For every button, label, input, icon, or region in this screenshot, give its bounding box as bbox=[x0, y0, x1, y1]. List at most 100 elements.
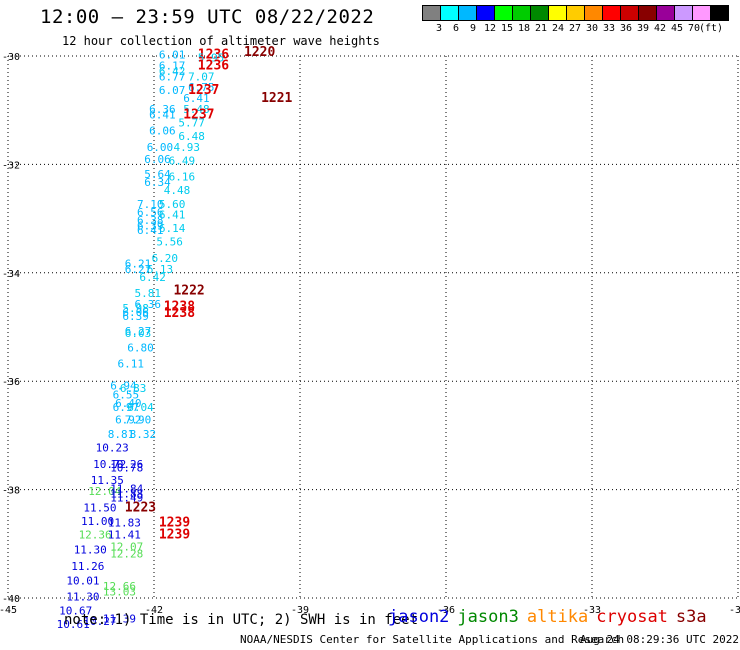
wave-height-label: 6.01 bbox=[159, 49, 186, 62]
color-scale-label: 3 bbox=[435, 23, 443, 34]
wave-height-label: 6.41 bbox=[159, 209, 186, 222]
wave-height-label: 5.77 bbox=[178, 116, 205, 129]
wave-height-label: 11.83 bbox=[108, 516, 141, 529]
wave-height-label: 5.95 bbox=[198, 51, 225, 64]
wave-height-label: 11.30 bbox=[66, 591, 99, 604]
wave-height-label: 6.34 bbox=[144, 176, 171, 189]
wave-height-label: 11.41 bbox=[108, 528, 141, 541]
wave-height-label: 6.06 bbox=[122, 306, 149, 319]
satellite-legend-item: jason3 bbox=[457, 607, 519, 627]
satellite-legend-item: s3a bbox=[675, 607, 707, 627]
wave-height-label: 6.39 bbox=[122, 310, 149, 323]
wave-height-label: 6.38 bbox=[137, 214, 164, 227]
time-label: 1237 bbox=[183, 107, 214, 122]
wave-height-label: 12.28 bbox=[110, 547, 143, 560]
time-label: 1223 bbox=[125, 500, 156, 515]
wave-height-label: 11.49 bbox=[110, 492, 143, 505]
x-tick-label: -45 bbox=[0, 605, 17, 616]
wave-height-label: 5.81 bbox=[135, 287, 162, 300]
wave-height-label: 10.27 bbox=[83, 615, 116, 628]
wave-height-label: 6.41 bbox=[183, 92, 210, 105]
wave-height-label: 6.27 bbox=[125, 263, 152, 276]
time-label: 1221 bbox=[261, 91, 292, 106]
wave-height-label: 6.55 bbox=[113, 389, 140, 402]
wave-height-label: 11.26 bbox=[71, 560, 104, 573]
wave-height-label: 6.13 bbox=[147, 263, 174, 276]
wave-height-label: 6.49 bbox=[169, 154, 196, 167]
color-scale-swatches bbox=[422, 5, 729, 21]
time-label: 1222 bbox=[173, 283, 204, 298]
wave-height-label: 6.11 bbox=[118, 358, 145, 371]
wave-height-label: 6.27 bbox=[125, 325, 152, 338]
color-scale-label: 21 bbox=[534, 23, 548, 34]
color-scale-label: 12 bbox=[483, 23, 497, 34]
wave-height-label: 6.20 bbox=[152, 252, 179, 265]
color-scale-label: 45 bbox=[670, 23, 684, 34]
color-scale-ticks: 3 6 9 12 15 18 21 24 27 30 33 36 39 42 45 70 (ft) bbox=[422, 21, 728, 35]
satellite-legend-item: cryosat bbox=[596, 607, 668, 627]
wave-height-label: 11.35 bbox=[91, 474, 124, 487]
color-scale-label: 15 bbox=[500, 23, 514, 34]
wave-height-label: 6.36 bbox=[135, 298, 162, 311]
wave-height-label: 6.03 bbox=[125, 327, 152, 340]
wave-height-label: 11.88 bbox=[110, 488, 143, 501]
y-tick-label: -34 bbox=[2, 269, 20, 280]
wave-height-label: 6.16 bbox=[169, 171, 196, 184]
wave-height-label: 12.36 bbox=[79, 528, 112, 541]
wave-height-label: 6.17 bbox=[159, 60, 186, 73]
wave-height-label: 6.07 bbox=[159, 84, 186, 97]
wave-height-label: 6.21 bbox=[125, 257, 152, 270]
wave-height-label: 11.84 bbox=[110, 482, 143, 495]
wave-height-label: 11.30 bbox=[74, 544, 107, 557]
color-scale-label: 24 bbox=[551, 23, 565, 34]
y-tick-label: -40 bbox=[2, 594, 20, 605]
wave-height-label: 10.26 bbox=[110, 458, 143, 471]
credit-line: NOAA/NESDIS Center for Satellite Applica… bbox=[240, 633, 625, 646]
time-label: 1238 bbox=[164, 306, 195, 321]
time-label: 1237 bbox=[188, 83, 219, 98]
x-tick-label: -33 bbox=[583, 605, 601, 616]
time-label: 1238 bbox=[164, 300, 195, 315]
wave-height-label: 5.98 bbox=[122, 302, 149, 315]
wave-height-label: 6.77 bbox=[159, 70, 186, 83]
y-tick-label: -32 bbox=[2, 160, 20, 171]
y-tick-label: -30 bbox=[2, 52, 20, 63]
wave-height-label: 6.94 bbox=[110, 379, 137, 392]
wave-height-label: 5.60 bbox=[159, 198, 186, 211]
wave-height-label: 6.39 bbox=[137, 219, 164, 232]
wave-height-label: 6.00 bbox=[147, 141, 174, 154]
chart-title: 12:00 – 23:59 UTC 08/22/2022 bbox=[40, 6, 375, 28]
wave-height-label: 5.64 bbox=[144, 168, 171, 181]
wave-height-label: 12.66 bbox=[103, 580, 136, 593]
color-scale-label: 6 bbox=[452, 23, 460, 34]
wave-height-label: 6.40 bbox=[115, 397, 142, 410]
color-scale-label: 9 bbox=[469, 23, 477, 34]
wave-height-label: 11.39 bbox=[103, 612, 136, 625]
wave-height-label: 13.03 bbox=[103, 585, 136, 598]
wave-height-label: 7.10 bbox=[137, 198, 164, 211]
color-scale-label: 33 bbox=[602, 23, 616, 34]
wave-height-label: 10.72 bbox=[93, 458, 126, 471]
time-label: 1239 bbox=[159, 527, 190, 542]
color-scale-label: 70 bbox=[687, 23, 701, 34]
color-scale-label: (ft) bbox=[698, 23, 724, 34]
chart-subtitle: 12 hour collection of altimeter wave hei… bbox=[62, 34, 380, 48]
color-scale-label: 42 bbox=[653, 23, 667, 34]
x-tick-label: -42 bbox=[145, 605, 163, 616]
wave-height-label: 6.04 bbox=[127, 401, 154, 414]
wave-height-label: 7.90 bbox=[125, 413, 152, 426]
wave-height-label: 6.41 bbox=[149, 108, 176, 121]
generated-timestamp: Aug 24 08:29:36 UTC 2022 bbox=[580, 633, 739, 646]
satellite-legend: jason2 jason3 altika cryosat s3a bbox=[388, 607, 715, 627]
footnote: note: 1) Time is in UTC; 2) SWH is in fe… bbox=[64, 612, 419, 628]
time-label: 1239 bbox=[159, 515, 190, 530]
wave-height-label: 4.48 bbox=[164, 184, 191, 197]
wave-height-label: 12.07 bbox=[110, 540, 143, 553]
wave-height-label: 4.93 bbox=[173, 141, 200, 154]
time-label: 1236 bbox=[198, 48, 229, 63]
time-label: 1236 bbox=[198, 59, 229, 74]
color-scale-label: 27 bbox=[568, 23, 582, 34]
wave-height-label: 6.92 bbox=[115, 413, 142, 426]
